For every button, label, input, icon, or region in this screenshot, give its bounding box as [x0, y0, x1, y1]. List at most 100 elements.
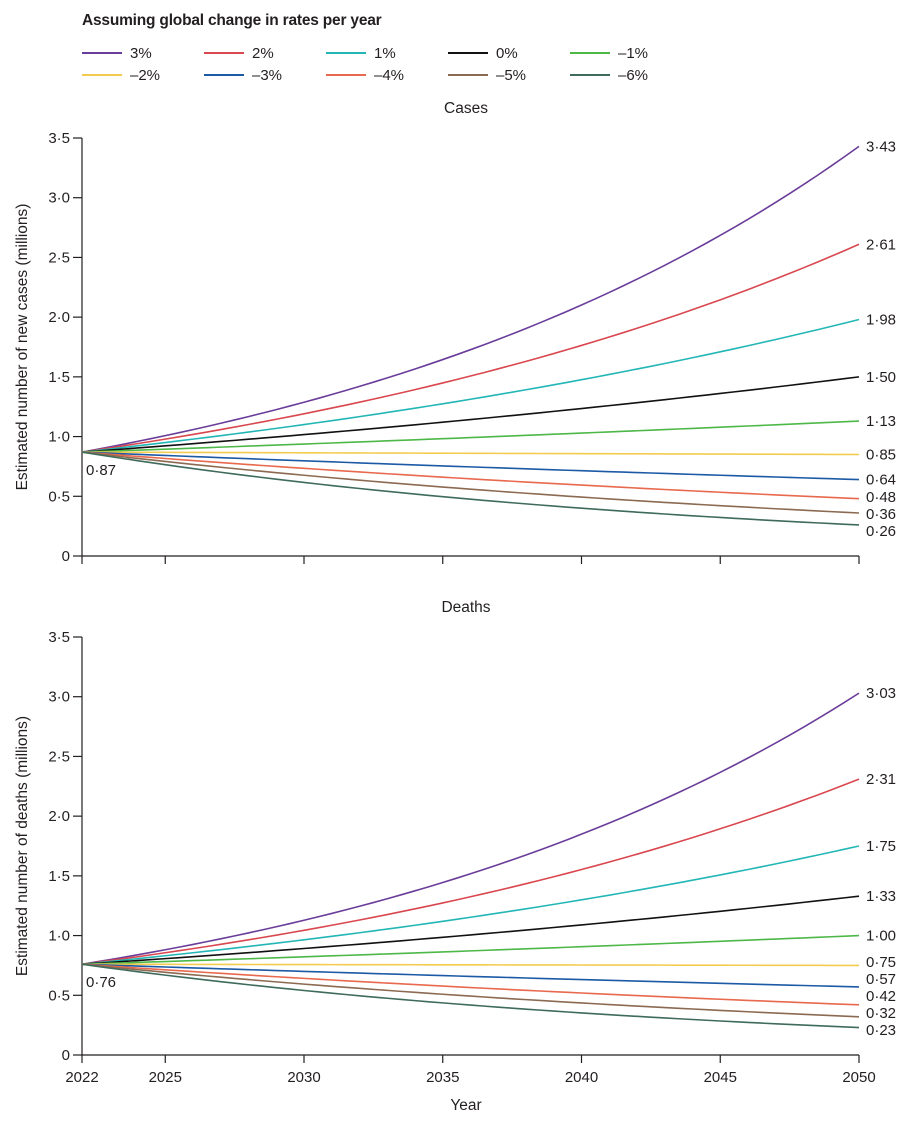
legend-item: –2% [82, 66, 160, 84]
y-axis-label: Estimated number of new cases (millions) [14, 204, 31, 491]
series-line [81, 376, 860, 453]
x-tick-label: 2025 [149, 1069, 182, 1086]
series-line [81, 845, 860, 966]
end-value-label: 0·57 [866, 971, 896, 988]
start-value-label: 0·76 [86, 974, 116, 991]
chart-panel-cases: Cases 0 0·5 1·0 1·5 2·0 2·5 3·0 3·5 Estimated num… [14, 100, 896, 565]
legend: Assuming global change in rates per year… [0, 0, 911, 100]
legend-label: –2% [130, 66, 161, 84]
y-tick-label: 3·5 [48, 629, 70, 646]
series-line [81, 778, 860, 966]
end-value-label: 0·32 [866, 1005, 896, 1022]
series-line [81, 934, 860, 966]
series-line [81, 963, 860, 988]
legend-label: –1% [618, 44, 649, 62]
legend-title: Assuming global change in rates per year [82, 12, 382, 29]
y-axis-label: Estimated number of deaths (millions) [14, 716, 31, 976]
x-tick-label: 2035 [426, 1069, 459, 1086]
legend-label: 2% [252, 44, 274, 62]
legend-item: –3% [204, 66, 282, 84]
series-line [81, 963, 860, 1029]
series-line [81, 451, 860, 526]
legend-swatch [82, 52, 122, 54]
series-line [81, 451, 860, 481]
legend-item: –1% [570, 44, 648, 62]
y-tick-label: 2·0 [48, 309, 70, 326]
y-tick-label: 0 [62, 548, 70, 565]
legend-swatch [326, 74, 366, 76]
y-tick-label: 1·5 [48, 868, 70, 885]
series-line [81, 420, 860, 453]
series-line [81, 963, 860, 1018]
x-tick-label: 2022 [65, 1069, 98, 1086]
legend-item: –5% [448, 66, 526, 84]
legend-label: –3% [252, 66, 283, 84]
end-value-label: 3·43 [866, 138, 896, 155]
legend-label: 3% [130, 44, 152, 62]
end-value-label: 0·26 [866, 523, 896, 540]
y-tick-label: 1·0 [48, 928, 70, 945]
legend-swatch [326, 52, 366, 54]
y-tick-label: 3·5 [48, 130, 70, 147]
end-value-label: 0·42 [866, 988, 896, 1005]
series-line [81, 243, 860, 453]
x-tick-label: 2050 [842, 1069, 875, 1086]
series-line [81, 145, 860, 453]
end-value-label: 1·98 [866, 312, 896, 329]
series-line [81, 692, 860, 966]
end-value-label: 2·31 [866, 771, 896, 788]
series-line [81, 451, 860, 500]
end-value-label: 2·61 [866, 236, 896, 253]
end-value-label: 0·75 [866, 954, 896, 971]
legend-swatch [448, 74, 488, 76]
x-axis-label: Year [450, 1097, 481, 1114]
series-line [81, 963, 860, 967]
x-tick-label: 2030 [287, 1069, 320, 1086]
legend-label: –5% [496, 66, 527, 84]
y-tick-label: 2·5 [48, 249, 70, 266]
series-line [81, 895, 860, 966]
legend-swatch [570, 52, 610, 54]
legend-swatch [82, 74, 122, 76]
end-value-label: 0·36 [866, 506, 896, 523]
legend-item: 0% [448, 44, 518, 62]
end-value-label: 1·33 [866, 888, 896, 905]
legend-swatch [570, 74, 610, 76]
end-value-label: 1·75 [866, 838, 896, 855]
legend-item: 1% [326, 44, 396, 62]
legend-label: 0% [496, 44, 518, 62]
y-tick-label: 3·0 [48, 190, 70, 207]
x-tick-label: 2045 [704, 1069, 737, 1086]
chart-title: Deaths [441, 599, 490, 616]
end-value-label: 0·85 [866, 446, 896, 463]
end-value-label: 0·48 [866, 489, 896, 506]
legend-label: 1% [374, 44, 396, 62]
series-line [81, 318, 860, 453]
series-line [81, 451, 860, 514]
chart-panel-deaths: Deaths 0 0·5 1·0 1·5 2·0 2·5 3·0 3·5 2022 2025 2030… [14, 599, 896, 1114]
legend-item: 3% [82, 44, 152, 62]
y-tick-label: 0·5 [48, 488, 70, 505]
legend-label: –4% [374, 66, 405, 84]
start-value-label: 0·87 [86, 462, 116, 479]
end-value-label: 1·13 [866, 413, 896, 430]
legend-swatch [204, 74, 244, 76]
end-value-label: 1·50 [866, 369, 896, 386]
legend-item: –4% [326, 66, 404, 84]
end-value-label: 0·64 [866, 472, 896, 489]
legend-swatch [448, 52, 488, 54]
end-value-label: 1·00 [866, 928, 896, 945]
end-value-label: 3·03 [866, 685, 896, 702]
series-line [81, 451, 860, 456]
legend-label: –6% [618, 66, 649, 84]
y-tick-label: 2·0 [48, 808, 70, 825]
x-tick-label: 2040 [565, 1069, 598, 1086]
series-line [81, 963, 860, 1006]
y-tick-label: 1·0 [48, 429, 70, 446]
y-tick-label: 0·5 [48, 987, 70, 1004]
legend-swatch [204, 52, 244, 54]
y-tick-label: 1·5 [48, 369, 70, 386]
legend-item: –6% [570, 66, 648, 84]
y-tick-label: 3·0 [48, 689, 70, 706]
